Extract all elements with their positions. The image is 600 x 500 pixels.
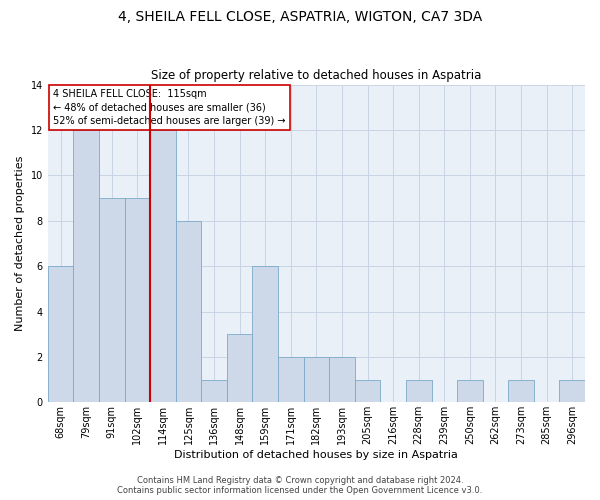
Bar — [559, 380, 585, 402]
Text: 4 SHEILA FELL CLOSE:  115sqm
← 48% of detached houses are smaller (36)
52% of se: 4 SHEILA FELL CLOSE: 115sqm ← 48% of det… — [53, 90, 286, 126]
Bar — [73, 130, 99, 402]
Bar — [304, 357, 329, 403]
Bar — [99, 198, 125, 402]
Bar — [508, 380, 534, 402]
Y-axis label: Number of detached properties: Number of detached properties — [15, 156, 25, 331]
Bar — [201, 380, 227, 402]
Bar — [176, 220, 201, 402]
Bar — [227, 334, 253, 402]
Title: Size of property relative to detached houses in Aspatria: Size of property relative to detached ho… — [151, 69, 482, 82]
Bar — [48, 266, 73, 402]
Text: Contains HM Land Registry data © Crown copyright and database right 2024.
Contai: Contains HM Land Registry data © Crown c… — [118, 476, 482, 495]
Text: 4, SHEILA FELL CLOSE, ASPATRIA, WIGTON, CA7 3DA: 4, SHEILA FELL CLOSE, ASPATRIA, WIGTON, … — [118, 10, 482, 24]
Bar — [406, 380, 431, 402]
Bar — [150, 130, 176, 402]
Bar — [329, 357, 355, 403]
Bar — [253, 266, 278, 402]
X-axis label: Distribution of detached houses by size in Aspatria: Distribution of detached houses by size … — [175, 450, 458, 460]
Bar — [457, 380, 482, 402]
Bar — [125, 198, 150, 402]
Bar — [355, 380, 380, 402]
Bar — [278, 357, 304, 403]
